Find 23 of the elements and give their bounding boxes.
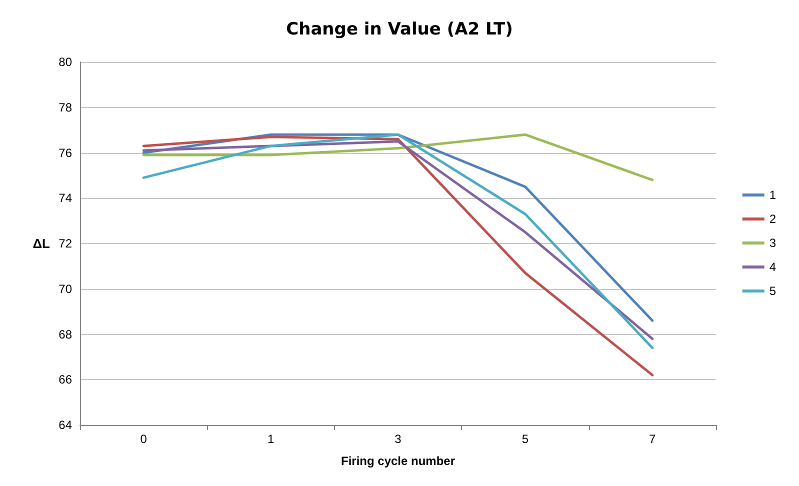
x-tick-label: 3 <box>394 432 402 446</box>
x-tick-label: 0 <box>140 432 148 446</box>
chart-title: Change in Value (A2 LT) <box>286 20 513 40</box>
y-tick-label: 68 <box>58 327 72 342</box>
y-axis-title: ΔL <box>32 236 50 251</box>
legend-label: 2 <box>769 212 776 226</box>
y-tick-label: 80 <box>58 55 72 69</box>
y-tick-label: 74 <box>58 191 72 206</box>
y-tick-label: 78 <box>58 100 72 114</box>
y-tick-label: 76 <box>58 146 72 160</box>
y-tick-label: 64 <box>58 418 72 432</box>
y-tick-label: 66 <box>58 372 72 387</box>
y-tick-label: 72 <box>58 236 72 250</box>
legend-label: 3 <box>769 236 776 250</box>
x-tick-label: 7 <box>649 432 656 446</box>
x-tick-label: 1 <box>267 432 274 446</box>
line-series <box>142 133 654 182</box>
x-axis-title: Firing cycle number <box>340 454 456 468</box>
x-tick-label: 5 <box>522 432 529 446</box>
legend-label: 1 <box>769 188 776 202</box>
y-tick-label: 70 <box>58 282 72 296</box>
legend-label: 4 <box>769 260 776 274</box>
legend-label: 5 <box>769 284 776 298</box>
